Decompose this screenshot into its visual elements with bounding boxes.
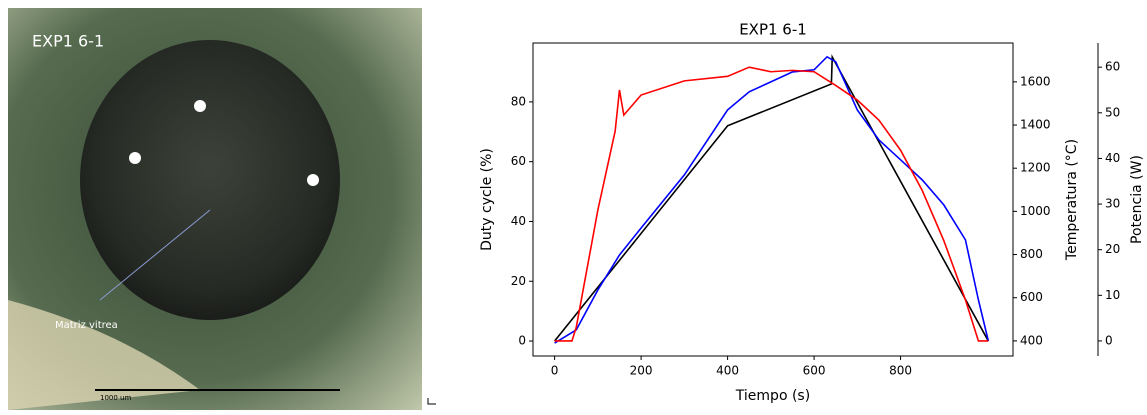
y-tick-label: 80 — [511, 94, 526, 108]
reflection — [307, 174, 319, 186]
photo-highlight — [8, 300, 200, 410]
y2-tick-label: 1000 — [1020, 204, 1051, 218]
plot-frame — [532, 42, 1014, 357]
series-line — [554, 55, 990, 344]
series-line — [554, 66, 989, 342]
y2-axis-label: Temperatura (°C) — [1064, 139, 1080, 261]
scale-label: 1000 um — [100, 394, 131, 402]
photo: EXP1 6-1 Matriz vitrea 1000 um — [8, 8, 436, 410]
y-tick-label: 0 — [518, 334, 526, 348]
y3-tick-label: 60 — [1105, 60, 1120, 74]
y-axis-label: Duty cycle (%) — [479, 148, 495, 251]
sphere — [80, 40, 340, 320]
y3-tick-label: 40 — [1105, 151, 1120, 165]
annotation-arrow — [99, 209, 211, 301]
y3-tick-label: 0 — [1105, 333, 1113, 347]
y2-tick-label: 1600 — [1020, 74, 1051, 88]
x-tick-label: 800 — [889, 364, 912, 378]
corner-mark — [427, 398, 436, 405]
x-tick-label: 0 — [551, 364, 559, 378]
photo-title: EXP1 6-1 — [32, 32, 104, 51]
x-tick-label: 400 — [716, 364, 739, 378]
reflection — [194, 100, 206, 112]
y3-axis-label: Potencia (W) — [1129, 155, 1145, 244]
chart-title: EXP1 6-1 — [739, 21, 807, 39]
x-tick-label: 200 — [630, 364, 653, 378]
y2-tick-label: 1400 — [1020, 118, 1051, 132]
x-tick-label: 600 — [803, 364, 826, 378]
x-axis-label: Tiempo (s) — [735, 388, 810, 404]
y-tick-label: 60 — [511, 154, 526, 168]
y3-tick-label: 30 — [1105, 197, 1120, 211]
chart: EXP1 6-1 Tiempo (s) Duty cycle (%) Temperat… — [479, 21, 1145, 405]
y2-tick-label: 400 — [1020, 333, 1043, 347]
y3-tick-label: 20 — [1105, 242, 1120, 256]
y2-tick-label: 600 — [1020, 290, 1043, 304]
y-tick-label: 20 — [511, 274, 526, 288]
y3-tick-label: 10 — [1105, 288, 1120, 302]
reflection — [129, 152, 141, 164]
y3-tick-label: 50 — [1105, 105, 1120, 119]
series-line — [553, 54, 990, 342]
photo-annotation: Matriz vitrea — [55, 320, 118, 331]
y2-tick-label: 1200 — [1020, 161, 1051, 175]
y-tick-label: 40 — [511, 214, 526, 228]
y2-tick-label: 800 — [1020, 247, 1043, 261]
